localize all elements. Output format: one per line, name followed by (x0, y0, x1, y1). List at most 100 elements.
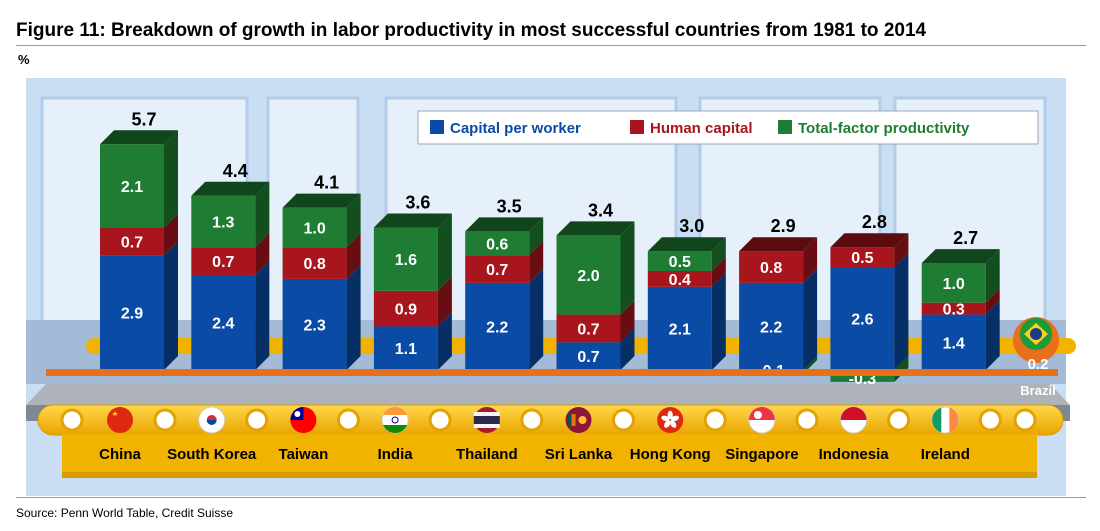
legend-label: Human capital (650, 120, 753, 137)
walkway-top (26, 384, 1070, 405)
data-label: 1.0 (303, 220, 325, 237)
south-korea-flag-icon (198, 406, 226, 434)
bar-segment (921, 314, 986, 370)
category-label: Thailand (456, 446, 518, 463)
bar-group-india: 1.1 0.9 1.6 3.6 (373, 192, 452, 370)
flag-blue-band (473, 416, 500, 424)
flag-sun (294, 411, 301, 417)
source-note: Source: Penn World Table, Credit Suisse (16, 506, 234, 520)
data-label: 0.6 (486, 236, 508, 253)
bar-group-taiwan: 2.3 0.8 1.0 4.1 (282, 173, 361, 370)
bar-segment (556, 342, 621, 370)
bar-segment-side (711, 257, 726, 287)
category-label: Taiwan (279, 446, 329, 463)
bar-segment-side (437, 312, 452, 370)
data-label: 2.9 (121, 306, 143, 323)
total-label: 0.2 (1028, 356, 1049, 373)
bar-segment-side (711, 237, 726, 271)
data-label: 1.4 (943, 335, 965, 352)
bar-segment-side (346, 264, 361, 370)
flag-petal (664, 420, 671, 428)
legend-label: Total-factor productivity (798, 120, 970, 137)
total-label: 2.9 (771, 216, 796, 236)
roller-icon (887, 408, 911, 432)
bar-top-face (647, 237, 726, 252)
bar-segment (282, 247, 347, 279)
flag-star (112, 411, 118, 416)
bar-segment-side (529, 241, 544, 283)
bar-segment (830, 247, 895, 268)
china-flag-icon (107, 407, 133, 433)
bar-segment (100, 255, 164, 370)
data-label: 0.5 (669, 254, 691, 271)
data-label: 2.1 (669, 321, 691, 338)
bar-segment (556, 235, 621, 315)
data-label: 2.0 (577, 268, 599, 285)
bar-segment (373, 227, 438, 291)
bar-group-indonesia: 2.60.5-0.32.8 (830, 212, 909, 388)
bar-segment-side (164, 130, 178, 228)
bar-segment-side (437, 213, 452, 291)
bar-segment-side (255, 233, 270, 275)
data-label: 0.7 (486, 262, 508, 279)
bar-segment-side (620, 328, 635, 370)
total-label: 2.8 (862, 212, 887, 232)
total-label: 3.4 (588, 200, 613, 220)
flag-saffron (383, 407, 408, 415)
bar-segment (282, 278, 347, 370)
data-label: 0.7 (577, 321, 599, 338)
roller-icon (795, 408, 819, 432)
belt-front-edge (62, 472, 1037, 478)
data-label: 0.7 (212, 254, 234, 271)
flag-taeguk-bottom (206, 420, 217, 425)
roller-icon (153, 408, 177, 432)
data-label: 2.3 (303, 317, 325, 334)
roller-icon (978, 408, 1002, 432)
bar-segment (191, 195, 256, 248)
data-label: 2.2 (760, 319, 782, 336)
flag-chakra (391, 416, 399, 424)
bar-segment-side (894, 233, 909, 268)
bar-segment (373, 290, 438, 327)
bar-group-ireland: 1.4 0.3 1.0 2.7 (921, 228, 1000, 370)
flag-orange-stripe (571, 414, 576, 426)
thailand-flag-icon (473, 407, 500, 433)
flag-petal (670, 415, 680, 422)
category-label: Ireland (921, 446, 970, 463)
bar-segment (739, 282, 804, 370)
category-label: Indonesia (819, 446, 890, 463)
data-label: 2.6 (851, 312, 873, 329)
roller-icon (245, 408, 269, 432)
bar-segment-side (803, 268, 818, 370)
bar-segment (465, 231, 530, 256)
data-label: 0.7 (121, 234, 143, 251)
singapore-flag-icon (748, 406, 776, 434)
bar-segment (647, 271, 712, 287)
flag-red-half (840, 407, 867, 420)
roller-icon (1013, 408, 1037, 432)
roller-icon (336, 408, 360, 432)
data-label: 1.3 (212, 215, 234, 232)
bar-segment-side (985, 300, 1000, 370)
title-rule (16, 45, 1086, 46)
bar-group-singapore: 2.20.8-0.12.9 (739, 216, 818, 380)
bar-segment (373, 326, 438, 370)
roller-icon (612, 408, 635, 432)
roller-icon (60, 408, 84, 432)
legend-swatch (430, 120, 444, 134)
roller-icon (520, 408, 544, 432)
chart-title: Figure 11: Breakdown of growth in labor … (16, 20, 927, 41)
bar-segment-side (985, 288, 1000, 315)
bar-group-sri-lanka: 0.7 0.7 2.0 3.4 (556, 200, 635, 370)
bar-segment (830, 267, 895, 370)
bar-top-face (191, 181, 270, 196)
data-label: 0.8 (303, 256, 325, 273)
bar-segment-side (437, 276, 452, 327)
total-label: 4.4 (223, 161, 248, 181)
flag-disc (107, 407, 133, 433)
bar-segment (191, 274, 256, 370)
flag-petal (667, 410, 673, 420)
bar-top-face (739, 237, 818, 252)
bar-segment-side (346, 193, 361, 248)
